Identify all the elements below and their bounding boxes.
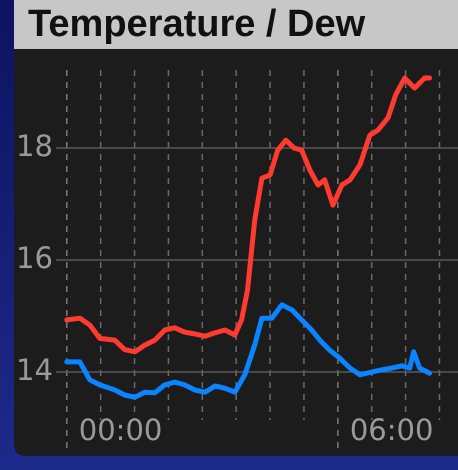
y-tick-label: 14 <box>16 353 53 387</box>
series-line <box>64 75 432 355</box>
panel: Temperature / Dew 00:00 06:00 14 16 18 <box>14 0 458 456</box>
y-tick-label: 16 <box>16 241 53 275</box>
title-bar <box>14 0 458 49</box>
y-tick-label: 18 <box>16 129 53 163</box>
series-line <box>64 302 432 400</box>
x-tick-label: 06:00 <box>350 413 434 447</box>
chart-title: Temperature / Dew <box>28 3 366 45</box>
x-tick-label: 00:00 <box>79 413 163 447</box>
